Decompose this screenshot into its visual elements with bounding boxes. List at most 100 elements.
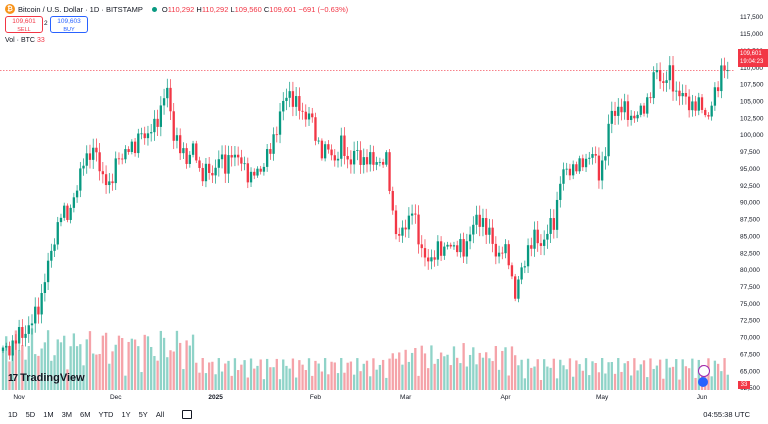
volume-bar (468, 354, 472, 390)
candle-body (92, 147, 95, 160)
volume-bar (227, 360, 230, 390)
volume-bar (575, 360, 578, 390)
volume-bar (330, 361, 333, 390)
volume-bar (95, 354, 98, 390)
volume-bar (301, 364, 304, 390)
candle-body (143, 133, 146, 139)
candle-body (481, 218, 485, 227)
candle-body (678, 90, 681, 97)
tradingview-logo[interactable]: 17 TradingView (8, 372, 85, 384)
candle-countdown: 19:04:23 (740, 59, 764, 65)
volume-bar (53, 355, 56, 390)
volume-bar (362, 363, 365, 390)
candle-body (285, 97, 288, 101)
calendar-range-icon[interactable] (182, 409, 193, 419)
volume-bar (720, 371, 723, 390)
candle-body (642, 105, 646, 114)
price-tick-label: 97,500 (740, 149, 760, 156)
candle-body (430, 257, 433, 262)
volume-bar (63, 335, 66, 390)
candle-body (604, 156, 607, 161)
candle-body (565, 168, 568, 170)
volume-bar (407, 361, 411, 390)
volume-bar (478, 352, 481, 390)
price-tick-label: 92,500 (740, 183, 760, 190)
timeframe-1y[interactable]: 1Y (121, 409, 131, 419)
candle-body (514, 276, 517, 299)
volume-bar (481, 357, 485, 390)
volume-bar (523, 378, 527, 390)
events-flag-icon[interactable] (698, 377, 708, 387)
timeframe-1m[interactable]: 1M (43, 409, 54, 419)
timeframe-5y[interactable]: 5Y (138, 409, 148, 419)
timeframe-6m[interactable]: 6M (80, 409, 91, 419)
volume-legend-value: 33 (36, 37, 45, 44)
timeframe-ytd[interactable]: YTD (98, 409, 114, 419)
price-tick-label: 85,000 (740, 233, 760, 240)
price-tick-label: 90,000 (740, 200, 760, 207)
candle-body (5, 345, 8, 348)
volume-bar (684, 366, 688, 390)
volume-bar (82, 365, 85, 390)
volume-bar (317, 363, 320, 390)
volume-bar (398, 352, 401, 390)
candle-body (597, 155, 601, 181)
volume-bar (272, 367, 275, 390)
candle-body (198, 160, 201, 168)
volume-bar (446, 354, 449, 390)
volume-bar (236, 370, 240, 390)
candle-body (523, 266, 527, 268)
buy-button[interactable]: 109,603 BUY (50, 16, 88, 33)
volume-bar (195, 362, 198, 390)
timeframe-1d[interactable]: 1D (8, 409, 18, 419)
utc-clock[interactable]: 04:55:38 UTC (703, 410, 750, 419)
volume-bar (436, 358, 440, 390)
symbol-title[interactable]: Bitcoin / U.S. Dollar · 1D · BITSTAMP (18, 4, 143, 14)
timeframe-3m[interactable]: 3M (61, 409, 73, 419)
volume-bar (391, 353, 394, 390)
candle-body (591, 154, 594, 158)
volume-bar (388, 358, 391, 390)
sell-button[interactable]: 109,601 SELL (5, 16, 43, 33)
candle-body (95, 147, 98, 153)
ohlc-readout: O110,292 H110,292 L109,560 C109,601 −691… (161, 4, 349, 14)
candle-body (726, 70, 729, 72)
volume-bar (552, 358, 555, 390)
candle-body (488, 227, 491, 235)
candle-body (578, 158, 581, 172)
volume-bar (423, 353, 427, 390)
candle-body (584, 158, 588, 168)
volume-bar (24, 359, 27, 390)
volume-bar (678, 379, 681, 390)
candle-body (137, 133, 140, 154)
candle-body (298, 96, 301, 111)
price-tick-label: 82,500 (740, 250, 760, 257)
timeframe-all[interactable]: All (155, 409, 165, 419)
candle-body (269, 149, 272, 154)
volume-bar (143, 334, 146, 390)
volume-bar (217, 358, 220, 390)
price-tick-label: 110,000 (740, 65, 763, 72)
volume-bar (414, 348, 417, 390)
candle-body (98, 152, 101, 172)
volume-bar (285, 365, 288, 390)
lightning-icon[interactable] (698, 365, 710, 377)
volume-bar (626, 361, 630, 390)
volume-bar (137, 346, 140, 390)
candle-body (262, 166, 266, 172)
volume-bar (610, 361, 613, 390)
candle-body (162, 98, 166, 106)
volume-bar (546, 366, 549, 390)
volume-legend[interactable]: Vol · BTC 33 (5, 37, 45, 44)
candle-body (11, 340, 14, 356)
candle-body (82, 165, 85, 169)
timeframe-5d[interactable]: 5D (25, 409, 36, 419)
volume-bar (459, 363, 462, 390)
price-chart[interactable]: 62,500 65,000 67,500 70,000 72,500 75,000 77,5… (0, 0, 768, 404)
candle-body (85, 153, 88, 166)
candle-body (59, 217, 63, 223)
volume-bar (253, 368, 256, 390)
volume-bar (43, 342, 47, 390)
volume-bar (623, 363, 626, 390)
candle-body (433, 257, 436, 260)
